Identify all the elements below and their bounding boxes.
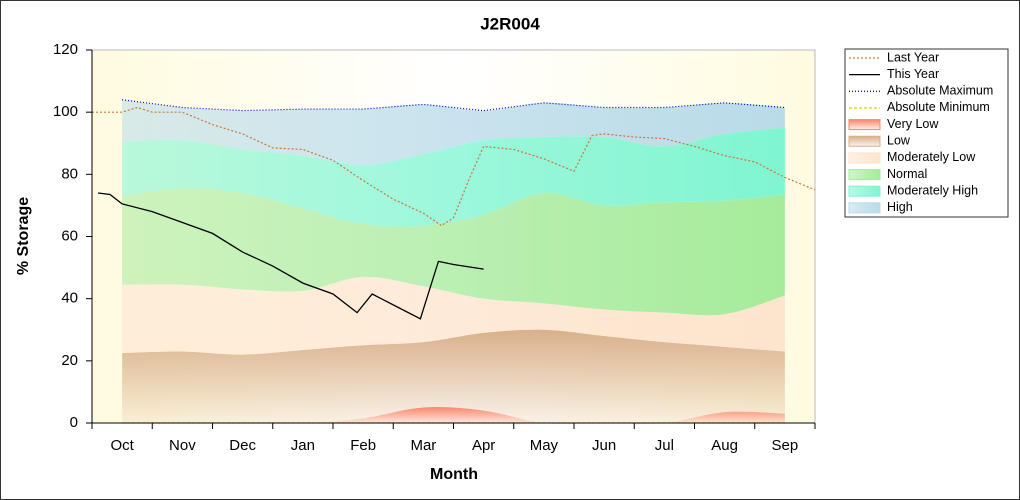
x-tick-label: Feb [350, 437, 376, 454]
legend-label: Low [887, 134, 911, 148]
band [122, 188, 785, 316]
x-tick-label: Sep [772, 437, 799, 454]
legend-label: High [887, 200, 913, 214]
legend-swatch [848, 169, 881, 181]
y-tick-label: 20 [61, 352, 78, 369]
legend-label: Absolute Maximum [887, 84, 993, 98]
band [122, 329, 785, 424]
x-tick-label: Mar [410, 437, 436, 454]
series-line [92, 106, 816, 227]
legend-label: Moderately Low [887, 150, 976, 164]
y-axis-label: % Storage [15, 197, 32, 275]
legend-label: Moderately High [887, 183, 978, 197]
y-tick-label: 60 [61, 227, 78, 244]
chart-title: J2R004 [480, 14, 540, 33]
x-tick-label: Jan [291, 437, 315, 454]
x-tick-label: Apr [472, 437, 495, 454]
series-line [122, 99, 785, 112]
x-tick-label: May [530, 437, 559, 454]
x-tick-label: Dec [229, 437, 256, 454]
x-tick-label: Aug [711, 437, 738, 454]
legend-swatch [848, 185, 881, 197]
x-tick-label: Oct [110, 437, 134, 454]
x-tick-label: Nov [169, 437, 196, 454]
legend-swatch [848, 135, 881, 147]
band [122, 127, 785, 227]
y-tick-label: 80 [61, 165, 78, 182]
legend-label: Last Year [887, 50, 939, 64]
band [122, 407, 785, 424]
legend-label: This Year [887, 67, 939, 81]
legend-swatch [848, 152, 881, 164]
y-tick-label: 120 [53, 41, 78, 58]
y-tick-label: 0 [70, 414, 78, 431]
legend-label: Very Low [887, 117, 939, 131]
y-tick-label: 40 [61, 290, 78, 307]
x-tick-label: Jul [655, 437, 674, 454]
y-tick-label: 100 [53, 103, 78, 120]
legend-label: Absolute Minimum [887, 100, 990, 114]
legend-swatch [848, 119, 881, 131]
band [122, 276, 785, 355]
x-axis-label: Month [430, 466, 478, 483]
series-line [97, 192, 484, 320]
x-tick-label: Jun [592, 437, 616, 454]
legend-swatch [848, 202, 881, 214]
legend-label: Normal [887, 167, 927, 181]
